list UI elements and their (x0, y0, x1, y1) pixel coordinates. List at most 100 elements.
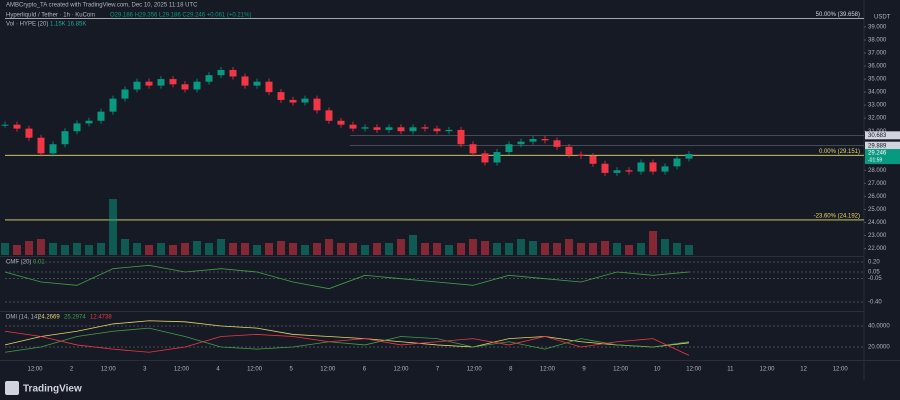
price-label: 30.683 (868, 133, 887, 139)
volume-bar (373, 243, 381, 255)
y-tick-label: 28.000 (868, 168, 887, 174)
volume-bar (205, 243, 213, 255)
volume-bar (37, 239, 45, 255)
logo[interactable]: TradingView (23, 384, 82, 395)
volume-bar (541, 243, 549, 255)
fib-label: 0.00% (29.151) (819, 149, 860, 155)
volume-bar (169, 245, 177, 255)
candle (517, 141, 525, 145)
legend-entry: 12.4738 (90, 315, 112, 321)
indicator-value: 0.01 (33, 260, 45, 266)
time-label: 12:00 (833, 367, 849, 373)
volume-bar (109, 199, 117, 255)
time-label: 12:00 (320, 367, 336, 373)
volume-bar (589, 243, 597, 255)
time-label: 8 (509, 367, 513, 373)
legend-entry: 24.2669 (38, 315, 60, 321)
y-tick-label: 33.000 (868, 103, 887, 109)
volume-bar (493, 243, 501, 255)
candle (229, 69, 237, 77)
time-label: 12:00 (540, 367, 556, 373)
time-label: 12:00 (686, 367, 702, 373)
candle (157, 79, 165, 86)
y-tick-label: 35.000 (868, 77, 887, 83)
volume-bar (253, 245, 261, 255)
time-label: 3 (143, 367, 147, 373)
volume-bar (265, 243, 273, 255)
candle (217, 69, 225, 76)
volume-bar (277, 241, 285, 255)
y-tick-label: -0.05 (868, 276, 882, 282)
candle (397, 127, 405, 132)
candle (469, 144, 477, 154)
candle (565, 146, 573, 155)
candle (277, 92, 285, 100)
y-tick-label: 27.000 (868, 181, 887, 187)
candle (553, 140, 561, 147)
candle (481, 153, 489, 163)
y-tick-label: 0.05 (868, 270, 880, 276)
volume-bar (217, 239, 225, 255)
indicator-line (4, 330, 690, 356)
candle (25, 128, 33, 138)
y-tick-label: -0.40 (868, 300, 882, 306)
volume-bar (385, 243, 393, 255)
candle (241, 76, 249, 86)
candle (685, 154, 693, 159)
volume-bar (625, 245, 633, 255)
volume-bar (637, 243, 645, 255)
legend-entry: 25.2974 (64, 315, 86, 321)
candle (577, 154, 585, 156)
candle (457, 129, 465, 145)
time-label: 12:00 (27, 367, 43, 373)
volume-bar (145, 245, 153, 255)
logo-icon (5, 381, 19, 395)
candle (109, 98, 117, 112)
volume-values: 1.15K 16.85K (50, 22, 86, 28)
volume-bar (85, 245, 93, 255)
y-tick-label: 38.000 (868, 38, 887, 44)
candle (313, 98, 321, 111)
volume-bar (325, 239, 333, 255)
time-label: 10 (654, 367, 661, 373)
volume-bar (445, 245, 453, 255)
candle (73, 123, 81, 132)
time-label: 2 (70, 367, 74, 373)
volume-bar (565, 239, 573, 255)
volume-bar (517, 239, 525, 255)
candle (673, 158, 681, 167)
candle (541, 139, 549, 141)
candle (13, 124, 21, 129)
candle (589, 155, 597, 164)
y-tick-label: 22.000 (868, 246, 887, 252)
volume-bar (49, 243, 57, 255)
y-tick-label: 37.000 (868, 51, 887, 57)
candle (289, 99, 297, 103)
volume-bar (469, 239, 477, 255)
candle (97, 111, 105, 121)
volume-bar (421, 243, 429, 255)
time-label: 4 (216, 367, 220, 373)
volume-bar (409, 235, 417, 255)
y-tick-label: 39.000 (868, 25, 887, 31)
volume-bar (1, 243, 9, 255)
candle (301, 98, 309, 103)
candle (613, 170, 621, 173)
candle (637, 162, 645, 172)
volume-bar (349, 243, 357, 255)
volume-bar (301, 245, 309, 255)
indicator-line (4, 320, 690, 348)
fib-label: -23.60% (24.192) (814, 213, 860, 219)
candle (133, 81, 141, 90)
time-label: 5 (290, 367, 294, 373)
candle (181, 84, 189, 90)
volume-bar (553, 243, 561, 255)
time-label: 12:00 (174, 367, 190, 373)
fib-label: 50.00% (39.658) (816, 12, 860, 18)
volume-bar (685, 245, 693, 255)
candle (445, 129, 453, 132)
volume-bar (337, 243, 345, 255)
volume-bar (25, 241, 33, 255)
